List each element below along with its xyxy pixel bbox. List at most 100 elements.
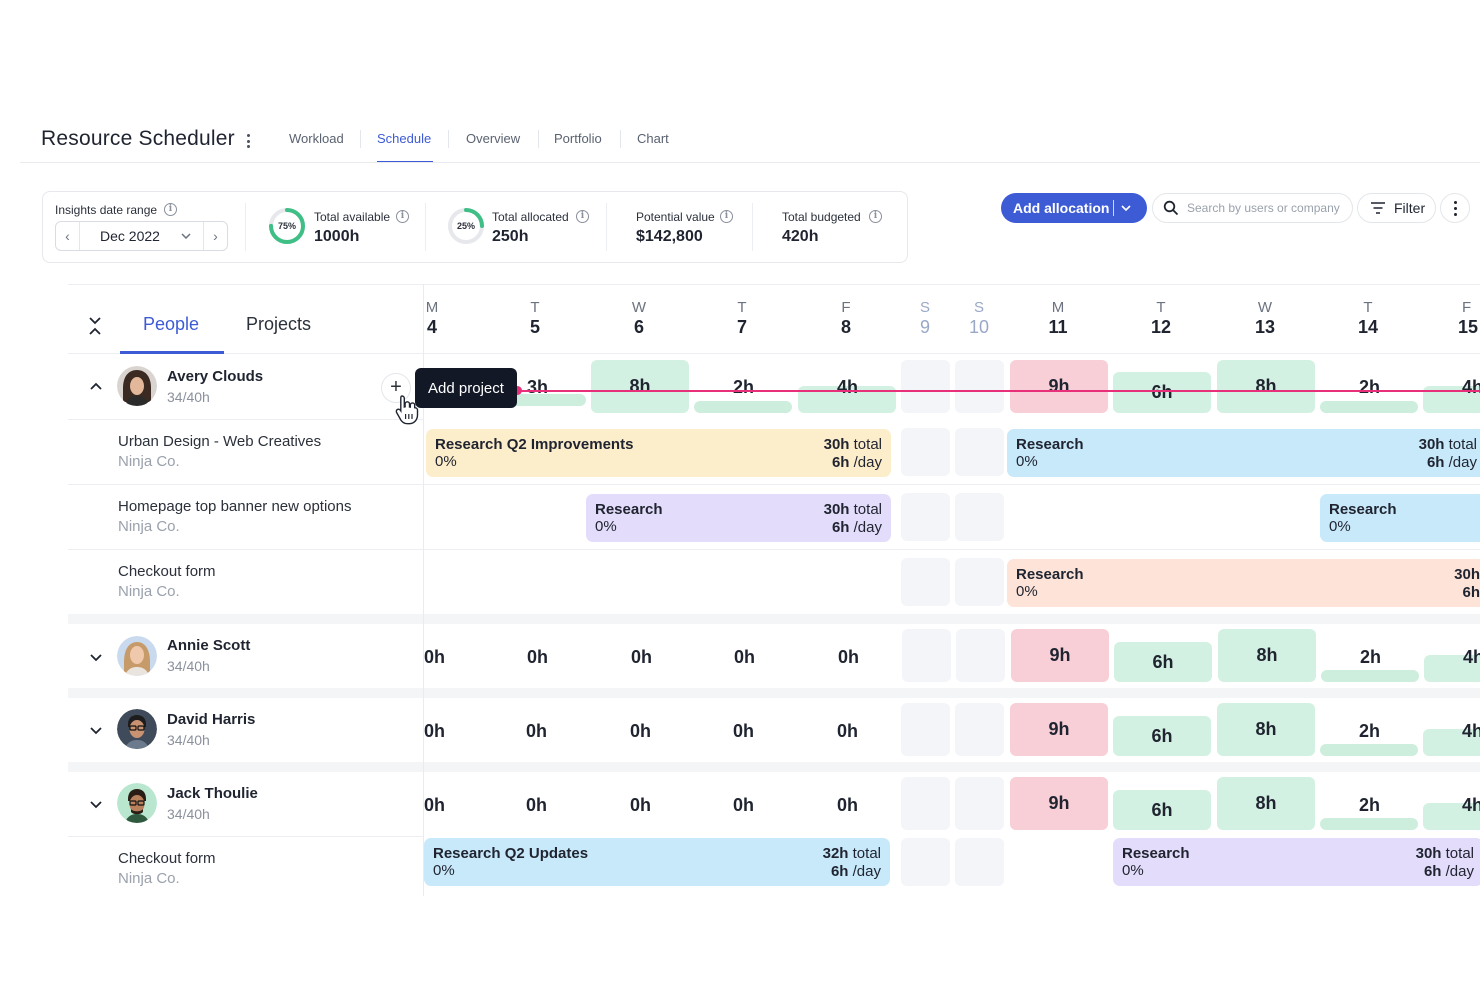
info-icon[interactable]: i — [720, 210, 733, 223]
total-available-value: 1000h — [314, 228, 360, 245]
day-number: 14 — [1357, 317, 1379, 337]
avatar — [117, 636, 157, 676]
chevron-right-icon: › — [213, 228, 218, 244]
tab-schedule[interactable]: Schedule — [377, 131, 432, 146]
prev-month-button[interactable]: ‹ — [56, 222, 80, 250]
person-hours: 34/40h — [167, 732, 210, 748]
day-hours-cell[interactable]: 6h — [1113, 790, 1211, 830]
day-hours-cell[interactable]: 8h — [1217, 777, 1315, 830]
allocation-bar[interactable]: Research 0% — [1320, 494, 1480, 542]
person-hours: 34/40h — [167, 806, 210, 822]
day-hours-cell[interactable]: 8h — [1218, 629, 1316, 682]
day-number: 6 — [633, 317, 644, 337]
tab-workload[interactable]: Workload — [289, 131, 344, 146]
day-letter: T — [530, 299, 540, 316]
day-hours-cell[interactable] — [1423, 803, 1480, 830]
allocation-total-hours: 30h — [823, 436, 850, 453]
grid-header-line — [68, 353, 1480, 354]
allocation-bar[interactable]: Research 0% 30h total 6h /day — [1113, 838, 1480, 886]
day-hours-cell[interactable]: 6h — [1113, 372, 1211, 413]
allocated-percent: 25% — [456, 221, 475, 231]
app-menu-icon[interactable] — [242, 132, 254, 150]
day-hours-cell[interactable] — [1424, 655, 1480, 682]
day-hours-cell[interactable] — [1423, 729, 1480, 756]
tab-chart[interactable]: Chart — [637, 131, 669, 146]
day-hours-cell[interactable]: 9h — [1010, 703, 1108, 756]
add-project-button[interactable]: + — [381, 373, 411, 403]
day-letter: T — [737, 299, 747, 316]
allocation-bar[interactable]: Research 0% 30h total 6h /day — [1007, 429, 1480, 477]
allocation-bar[interactable]: Research 0% 30h total 6h /day — [586, 494, 891, 542]
tab-divider — [538, 130, 539, 148]
add-allocation-button[interactable]: Add allocation — [1001, 193, 1147, 223]
allocation-title: Research Q2 Improvements — [435, 436, 634, 453]
day-hours: 0h — [733, 721, 755, 741]
month-select[interactable]: Dec 2022 — [80, 228, 203, 244]
day-letter: M — [425, 299, 439, 316]
day-hours-cell[interactable]: 9h — [1010, 360, 1108, 413]
chevron-down-icon[interactable] — [89, 650, 103, 664]
project-name[interactable]: Urban Design - Web Creatives — [118, 433, 322, 450]
tab-overview[interactable]: Overview — [466, 131, 521, 146]
day-hours-cell[interactable]: 8h — [591, 360, 689, 413]
chevron-down-icon[interactable] — [1121, 200, 1131, 216]
project-name[interactable]: Homepage top banner new options — [118, 498, 352, 515]
day-number: 12 — [1150, 317, 1172, 337]
person-name[interactable]: Jack Thoulie — [167, 785, 258, 802]
day-hours: 0h — [838, 647, 860, 667]
info-icon[interactable]: i — [164, 203, 177, 216]
project-name[interactable]: Checkout form — [118, 850, 216, 867]
day-hours: 0h — [424, 647, 446, 667]
day-letter: M — [1051, 299, 1065, 316]
collapse-all-icon[interactable] — [86, 316, 104, 336]
day-hours-cell[interactable]: 9h — [1011, 629, 1109, 682]
weekend-cell — [901, 493, 950, 541]
info-icon[interactable]: i — [576, 210, 589, 223]
project-name[interactable]: Checkout form — [118, 563, 216, 580]
allocation-bar[interactable]: Research 0% 30h 6h — [1007, 559, 1480, 607]
potential-value-label: Potential value — [636, 210, 715, 224]
allocation-progress: 0% — [1016, 583, 1038, 600]
day-hours-cell[interactable]: 8h — [1217, 360, 1315, 413]
day-hours-cell[interactable]: 6h — [1114, 642, 1212, 682]
today-marker-dot — [513, 386, 522, 395]
row-divider — [68, 549, 1480, 550]
chevron-up-icon[interactable] — [89, 380, 103, 394]
search-field[interactable]: Search by users or company — [1152, 193, 1353, 223]
info-icon[interactable]: i — [396, 210, 409, 223]
tab-portfolio[interactable]: Portfolio — [554, 131, 602, 146]
chevron-down-icon[interactable] — [89, 797, 103, 811]
allocation-bar[interactable]: Research Q2 Updates 0% 32h total 6h /day — [424, 838, 890, 886]
filter-button[interactable]: Filter — [1357, 193, 1436, 223]
tab-people[interactable]: People — [143, 314, 200, 334]
weekend-cell — [901, 777, 950, 830]
project-company: Ninja Co. — [118, 518, 180, 535]
day-hours: 2h — [1359, 377, 1381, 397]
day-hours: 0h — [526, 721, 548, 741]
next-month-button[interactable]: › — [203, 222, 227, 250]
person-name[interactable]: Annie Scott — [167, 637, 251, 654]
row-divider — [68, 484, 1480, 485]
allocation-daily-hours: 6h — [1423, 863, 1442, 880]
tab-projects[interactable]: Projects — [246, 314, 312, 334]
allocated-progress-ring — [448, 208, 484, 244]
day-hours-cell[interactable]: 8h — [1217, 703, 1315, 756]
day-hours-cell[interactable]: 6h — [1113, 716, 1211, 756]
person-name[interactable]: David Harris — [167, 711, 256, 728]
allocation-summary: 30h 6h — [1454, 566, 1480, 602]
info-icon[interactable]: i — [869, 210, 882, 223]
allocation-summary: 30h total 6h /day — [824, 501, 882, 537]
person-hours: 34/40h — [167, 658, 210, 674]
day-hours-cell[interactable]: 9h — [1010, 777, 1108, 830]
person-name[interactable]: Avery Clouds — [167, 368, 264, 385]
day-header: F 15 — [1440, 300, 1480, 338]
chevron-down-icon[interactable] — [89, 723, 103, 737]
allocation-bar[interactable]: Research Q2 Improvements 0% 30h total 6h… — [426, 429, 891, 477]
weekend-cell — [955, 428, 1004, 476]
capacity-bar — [1320, 401, 1418, 413]
more-options-icon[interactable] — [1440, 193, 1470, 223]
person-hours: 34/40h — [167, 389, 210, 405]
day-hours: 0h — [630, 795, 652, 815]
day-header: W 13 — [1245, 300, 1285, 338]
